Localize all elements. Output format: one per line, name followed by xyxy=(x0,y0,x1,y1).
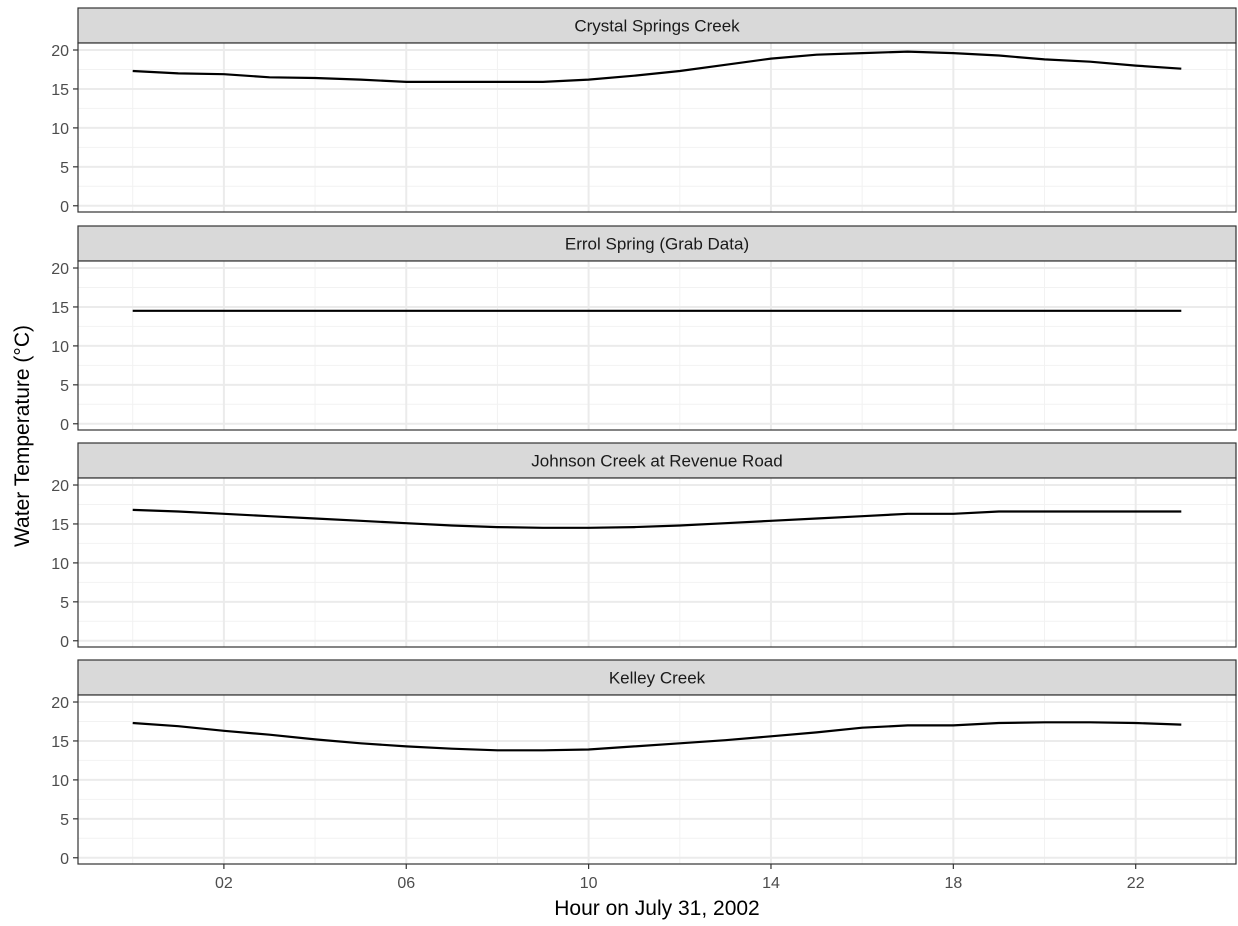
y-tick-label: 20 xyxy=(51,43,69,60)
x-tick-label: 18 xyxy=(944,875,962,892)
y-tick-label: 15 xyxy=(51,734,69,751)
y-tick-label: 5 xyxy=(60,595,69,612)
x-tick-label: 22 xyxy=(1127,875,1145,892)
series-line-3 xyxy=(132,508,1182,529)
y-tick-label: 5 xyxy=(60,812,69,829)
facet-strip-3 xyxy=(77,442,1237,479)
x-tick-label: 10 xyxy=(580,875,598,892)
y-tick-label: 10 xyxy=(51,773,69,790)
y-tick-label: 10 xyxy=(51,556,69,573)
y-tick-label: 0 xyxy=(60,199,69,216)
series-line-4 xyxy=(132,721,1182,752)
facet-title-1: Crystal Springs Creek xyxy=(574,17,740,36)
y-tick-label: 20 xyxy=(51,695,69,712)
y-tick-label: 20 xyxy=(51,478,69,495)
y-tick-label: 0 xyxy=(60,851,69,868)
y-tick-label: 0 xyxy=(60,417,69,434)
y-tick-label: 10 xyxy=(51,339,69,356)
facet-strip-4 xyxy=(77,659,1237,696)
facet-title-3: Johnson Creek at Revenue Road xyxy=(531,452,782,471)
x-tick-label: 02 xyxy=(215,875,233,892)
y-tick-label: 5 xyxy=(60,160,69,177)
y-tick-label: 15 xyxy=(51,300,69,317)
y-tick-label: 20 xyxy=(51,261,69,278)
y-tick-label: 0 xyxy=(60,634,69,651)
y-tick-label: 15 xyxy=(51,517,69,534)
facet-strip-1 xyxy=(77,7,1237,44)
x-tick-label: 14 xyxy=(762,875,780,892)
y-tick-label: 5 xyxy=(60,378,69,395)
x-axis-title: Hour on July 31, 2002 xyxy=(554,897,759,920)
facet-title-2: Errol Spring (Grab Data) xyxy=(565,235,749,254)
x-tick-label: 06 xyxy=(397,875,415,892)
y-tick-label: 10 xyxy=(51,121,69,138)
y-tick-label: 15 xyxy=(51,82,69,99)
series-line-1 xyxy=(132,50,1182,84)
y-axis-title: Water Temperature (°C) xyxy=(11,325,34,547)
facet-title-4: Kelley Creek xyxy=(609,669,706,688)
